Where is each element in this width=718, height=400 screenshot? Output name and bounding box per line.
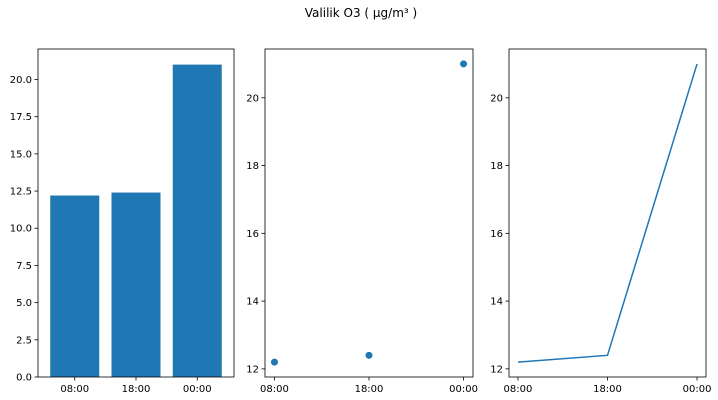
y-tick-label: 12.5 [10,187,32,198]
x-tick-label: 08:00 [60,384,89,395]
bar-1800 [111,192,161,377]
x-tick-label: 08:00 [260,384,289,395]
bar-0800 [50,195,100,377]
chart-title: Valilik O3 ( µg/m³ ) [305,6,417,20]
y-tick-label: 10.0 [10,224,32,235]
series-line [517,63,698,363]
axes-frame [508,48,707,378]
x-tick-label: 00:00 [449,384,478,395]
y-tick-label: 15.0 [10,149,32,160]
y-tick-label: 17.5 [10,112,32,123]
x-tick-label: 18:00 [355,384,384,395]
y-tick-label: 14 [490,297,503,308]
y-tick-label: 5.0 [16,298,32,309]
y-tick-label: 14 [246,297,259,308]
axes-frame [264,48,474,378]
point-1800 [365,351,373,359]
x-tick-label: 18:00 [122,384,151,395]
y-tick-label: 2.5 [16,335,32,346]
y-tick-label: 12 [490,364,503,375]
y-tick-label: 7.5 [16,261,32,272]
x-tick-label: 00:00 [183,384,212,395]
line-chart-panel: 12 14 16 18 20 08:00 18:00 00:00 [490,48,712,395]
bar-chart-panel: 0.0 2.5 5.0 7.5 10.0 12.5 15.0 17.5 20.0 08:00 18:… [10,48,235,395]
y-tick-label: 20 [490,93,503,104]
y-tick-label: 16 [246,229,259,240]
scatter-chart-panel: 12 14 16 18 20 08:00 18:00 00:00 [246,48,478,395]
x-tick-label: 18:00 [593,384,622,395]
x-tick-label: 00:00 [683,384,712,395]
y-tick-label: 20.0 [10,75,32,86]
y-tick-label: 18 [490,161,503,172]
point-0800 [270,358,278,366]
y-tick-label: 12 [246,364,259,375]
x-tick-label: 08:00 [504,384,533,395]
y-tick-label: 16 [490,229,503,240]
bar-0000 [172,64,222,377]
y-tick-label: 18 [246,161,259,172]
point-0000 [460,60,468,68]
y-tick-label: 0.0 [16,373,32,384]
y-tick-label: 20 [246,93,259,104]
